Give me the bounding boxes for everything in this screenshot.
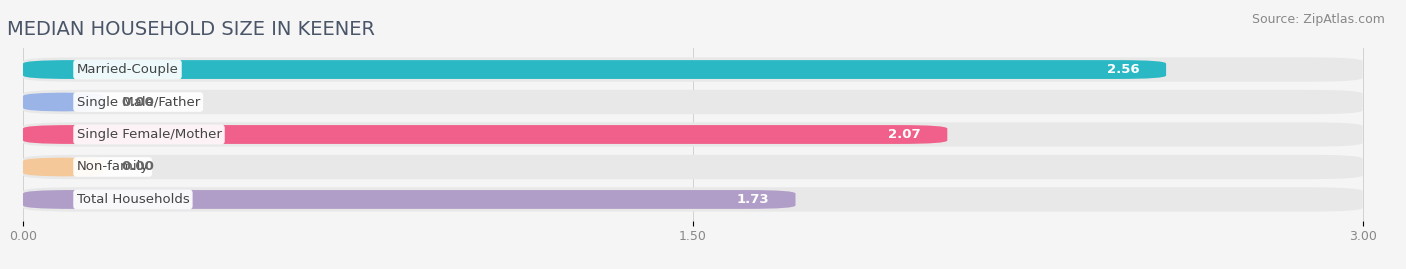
Text: 0.00: 0.00: [121, 161, 155, 174]
Text: MEDIAN HOUSEHOLD SIZE IN KEENER: MEDIAN HOUSEHOLD SIZE IN KEENER: [7, 20, 375, 38]
Text: Total Households: Total Households: [76, 193, 190, 206]
FancyBboxPatch shape: [22, 155, 1362, 179]
FancyBboxPatch shape: [22, 158, 104, 176]
FancyBboxPatch shape: [22, 122, 1362, 147]
FancyBboxPatch shape: [22, 125, 948, 144]
Text: Married-Couple: Married-Couple: [76, 63, 179, 76]
Text: Single Female/Mother: Single Female/Mother: [76, 128, 222, 141]
Text: 2.56: 2.56: [1107, 63, 1139, 76]
FancyBboxPatch shape: [22, 90, 1362, 114]
FancyBboxPatch shape: [22, 190, 796, 209]
FancyBboxPatch shape: [22, 60, 1166, 79]
Text: Non-family: Non-family: [76, 161, 149, 174]
FancyBboxPatch shape: [22, 57, 1362, 82]
Text: Single Male/Father: Single Male/Father: [76, 95, 200, 108]
FancyBboxPatch shape: [22, 187, 1362, 212]
Text: 1.73: 1.73: [737, 193, 769, 206]
Text: Source: ZipAtlas.com: Source: ZipAtlas.com: [1251, 13, 1385, 26]
FancyBboxPatch shape: [22, 93, 104, 111]
Text: 0.00: 0.00: [121, 95, 155, 108]
Text: 2.07: 2.07: [889, 128, 921, 141]
